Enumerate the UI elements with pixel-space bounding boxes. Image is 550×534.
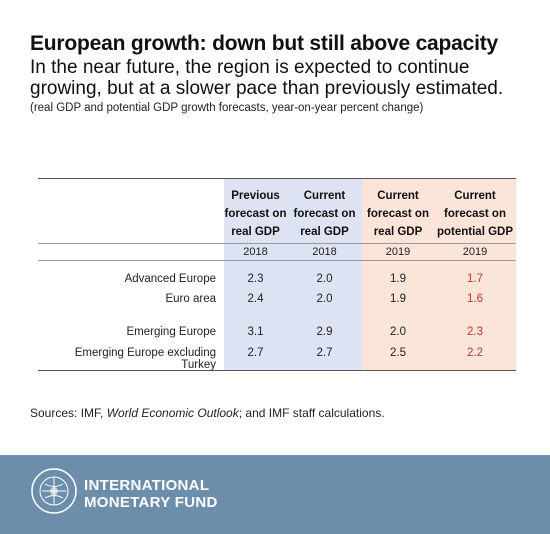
column-header: Current forecast on potential GDP (436, 190, 514, 238)
column-year: 2018 (243, 246, 268, 258)
column-year: 2019 (462, 246, 488, 258)
table-cell: 1.9 (390, 273, 406, 285)
imf-seal-icon (31, 468, 77, 514)
table-cell: 2.3 (467, 326, 483, 338)
chart-subtitle: In the near future, the region is expect… (30, 57, 504, 99)
table-cell: 2.2 (467, 347, 483, 359)
table-cell: 2.3 (247, 273, 264, 285)
source-publication: World Economic Outlook (106, 406, 239, 420)
chart-note: (real GDP and potential GDP growth forec… (30, 102, 424, 114)
table-cell: 2.0 (316, 273, 333, 285)
table-cell: 1.7 (467, 273, 483, 285)
column-year: 2019 (385, 246, 411, 258)
column-shade-1 (224, 179, 287, 370)
table-cell: 2.7 (247, 347, 264, 359)
row-label: Euro area (165, 293, 216, 305)
column-header: Previous forecast on real GDP (224, 190, 287, 238)
column-header: Current forecast on real GDP (293, 190, 356, 238)
table-top-rule (38, 178, 516, 179)
organization-name: INTERNATIONAL MONETARY FUND (84, 477, 218, 511)
table-cell: 2.0 (316, 293, 333, 305)
column-shade-2 (287, 179, 362, 370)
table-year-rule (38, 260, 516, 261)
column-shade-3 (362, 179, 434, 370)
table-cell: 2.4 (247, 293, 264, 305)
column-year: 2018 (312, 246, 337, 258)
column-header: Current forecast on real GDP (367, 190, 429, 238)
table-cell: 2.5 (390, 347, 406, 359)
table-cell: 3.1 (247, 326, 264, 338)
column-shade-4 (434, 179, 516, 370)
row-label: Emerging Europe (126, 326, 217, 338)
row-label: Emerging Europe excluding Turkey (74, 347, 216, 371)
table-cell: 2.0 (390, 326, 406, 338)
chart-title: European growth: down but still above ca… (30, 32, 499, 55)
table-header-rule (38, 243, 516, 244)
source-suffix: ; and IMF staff calculations. (238, 406, 385, 420)
table-cell: 1.9 (390, 293, 406, 305)
table-cell: 1.6 (467, 293, 483, 305)
table-cell: 2.9 (316, 326, 333, 338)
org-line-1: INTERNATIONAL (84, 477, 210, 494)
source-prefix: Sources: IMF, (30, 406, 107, 420)
row-label: Advanced Europe (124, 273, 216, 285)
headline: European growth: down but still above ca… (30, 32, 540, 114)
footer-banner: INTERNATIONAL MONETARY FUND (0, 455, 550, 534)
table-cell: 2.7 (316, 347, 333, 359)
table-bottom-rule (38, 370, 516, 371)
source-note: Sources: IMF, World Economic Outlook; an… (30, 406, 385, 420)
org-line-2: MONETARY FUND (84, 494, 218, 511)
